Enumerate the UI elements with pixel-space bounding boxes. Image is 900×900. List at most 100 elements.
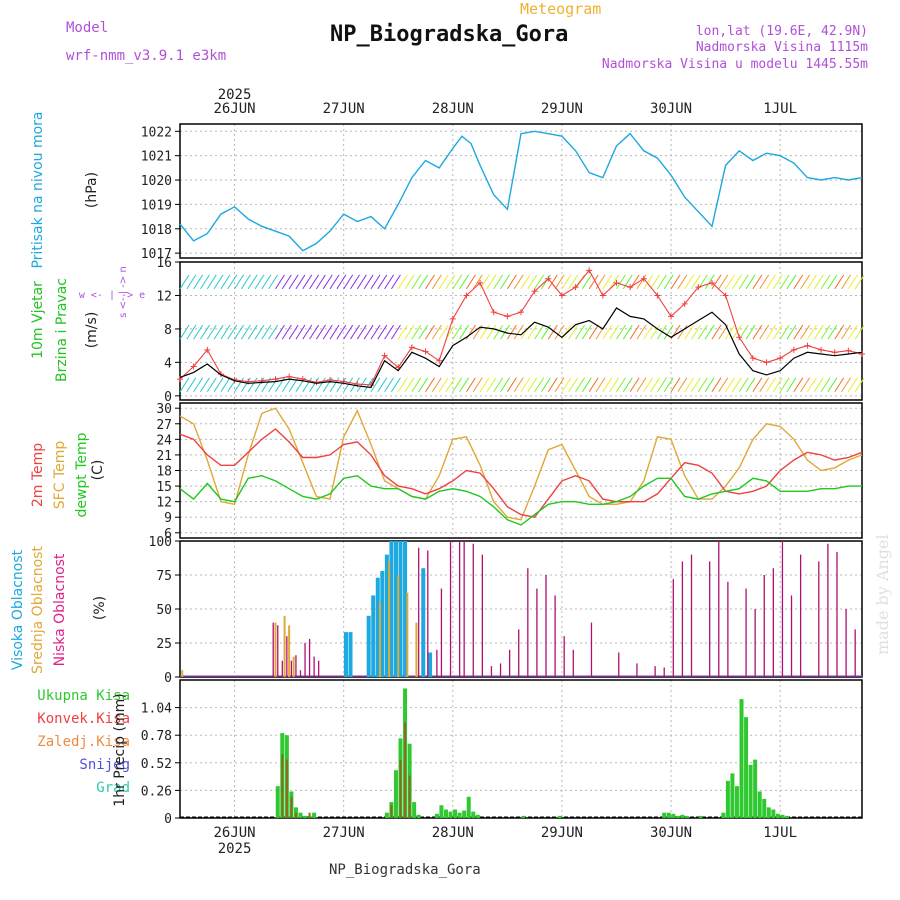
- high-cloud-bar: [371, 595, 376, 677]
- wind-barb: [227, 324, 238, 340]
- wind-barb: [568, 377, 579, 393]
- wind-barb: [704, 324, 715, 340]
- wind-barb: [656, 274, 667, 290]
- wind-gust-marker: [381, 352, 388, 359]
- wind-ytick-label: 12: [156, 289, 172, 304]
- conv-precip-bar: [308, 812, 311, 818]
- wind-barb: [268, 377, 279, 393]
- wind-barb: [766, 274, 776, 290]
- wind-barb: [397, 324, 408, 340]
- wind-barb: [438, 274, 449, 290]
- wind-barb: [759, 324, 770, 340]
- wind-barb: [486, 377, 497, 393]
- wind-barb: [581, 377, 592, 393]
- mid-cloud-bar: [288, 625, 291, 677]
- wind-gust-marker: [708, 279, 715, 286]
- wind-barb: [581, 324, 592, 340]
- total-precip-bar: [466, 796, 471, 818]
- wind-barb: [779, 324, 790, 340]
- wind-barb: [841, 324, 851, 340]
- wind-barb: [786, 274, 797, 290]
- wind-barb: [234, 377, 244, 393]
- bottom-date-label: 29JUN: [541, 825, 583, 841]
- wind-gust-marker: [763, 359, 770, 366]
- wind-barb: [772, 324, 783, 340]
- total-precip-bar: [762, 798, 767, 818]
- wind-barb: [513, 324, 524, 340]
- cloud-ytick-label: 25: [156, 637, 172, 652]
- cloud-ytick-label: 0: [164, 671, 172, 686]
- wind-barb: [356, 274, 367, 290]
- wind-barb: [677, 274, 688, 290]
- wind-barb: [261, 324, 272, 340]
- wind-barb: [254, 324, 265, 340]
- wind-barb: [609, 274, 620, 290]
- wind-gust-marker: [422, 348, 429, 355]
- wind-barb: [731, 324, 742, 340]
- precip-frame: [179, 679, 863, 819]
- wind-barb: [622, 274, 633, 290]
- wind-barb: [725, 324, 736, 340]
- wind-barb: [459, 274, 470, 290]
- total-precip-bar: [412, 802, 417, 818]
- wind-barb: [350, 274, 360, 290]
- wind-barb: [834, 274, 845, 290]
- wind-barb: [268, 324, 279, 340]
- wind-barb: [800, 377, 811, 393]
- cloud-unit-label: (%): [92, 596, 108, 620]
- total-precip-bar: [684, 815, 689, 818]
- wind-ytick-label: 0: [164, 390, 172, 405]
- wind-barb: [602, 377, 613, 393]
- wind-barb: [200, 377, 210, 393]
- wind-barb: [200, 274, 210, 290]
- wind-barb: [404, 324, 415, 340]
- wind-barb: [547, 324, 558, 340]
- wind-barb: [390, 274, 401, 290]
- wind-barb: [220, 274, 231, 290]
- wind-gust-marker: [654, 292, 661, 299]
- wind-barb: [643, 377, 654, 393]
- wind-barb: [568, 324, 579, 340]
- mid-cloud-bar: [379, 602, 382, 677]
- temp-ytick-label: 27: [156, 418, 172, 433]
- precip-ytick-label: 0.52: [141, 757, 172, 772]
- wind-barb: [581, 274, 592, 290]
- wind-unit-label: (m/s): [84, 312, 100, 349]
- high-cloud-bar: [348, 632, 353, 677]
- cloud-ytick-label: 75: [156, 569, 172, 584]
- wind-barb: [602, 274, 613, 290]
- wind-barb: [247, 324, 258, 340]
- temp-ytick-label: 15: [156, 480, 172, 495]
- total-precip-bar: [439, 805, 444, 818]
- wind-barb: [179, 274, 190, 290]
- wind-barb: [793, 377, 804, 393]
- wind-barb: [254, 274, 265, 290]
- high-cloud-bar: [384, 554, 389, 677]
- precip-ytick-label: 0: [164, 812, 172, 827]
- wind-barb: [520, 377, 531, 393]
- wind-barb: [500, 377, 510, 393]
- wind-barb: [650, 377, 661, 393]
- wind-barb: [786, 324, 797, 340]
- high-cloud-bar: [398, 541, 403, 677]
- high-cloud-bar: [421, 568, 426, 677]
- pressure-ytick-label: 1021: [141, 150, 172, 165]
- precip-ytick-label: 1.04: [141, 702, 172, 717]
- wind-barb: [384, 377, 395, 393]
- wind-barb: [677, 377, 688, 393]
- wind-barb: [704, 377, 715, 393]
- wind-gust-marker: [586, 267, 593, 274]
- temp-ytick-label: 12: [156, 496, 172, 511]
- top-date-label: 26JUN: [213, 101, 255, 117]
- wind-barb: [711, 274, 722, 290]
- wind-barb: [779, 377, 790, 393]
- wind-barb: [431, 324, 442, 340]
- wind-barb: [390, 377, 401, 393]
- conv-precip-bar: [285, 759, 288, 818]
- wind-barb: [772, 377, 783, 393]
- wind-gust-marker: [449, 315, 456, 322]
- total-precip-bar: [675, 815, 680, 818]
- wind-barb: [602, 324, 613, 340]
- coords-label: lon,lat (19.6E, 42.9N): [695, 24, 868, 39]
- high-cloud-bar: [393, 541, 398, 677]
